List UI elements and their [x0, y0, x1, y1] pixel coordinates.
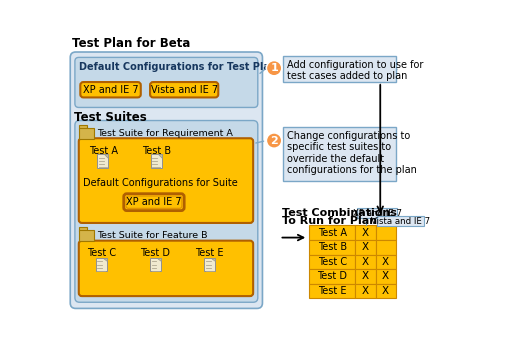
Bar: [309, 225, 355, 240]
Bar: [204, 258, 215, 272]
FancyBboxPatch shape: [150, 82, 218, 97]
Text: X: X: [362, 242, 369, 252]
FancyBboxPatch shape: [75, 57, 258, 107]
FancyBboxPatch shape: [79, 241, 253, 296]
Bar: [96, 258, 107, 272]
Text: Test D: Test D: [317, 272, 347, 281]
Polygon shape: [211, 258, 215, 261]
FancyBboxPatch shape: [126, 196, 182, 208]
Bar: [375, 240, 396, 254]
FancyBboxPatch shape: [79, 125, 87, 129]
Text: XP and IE 7: XP and IE 7: [353, 209, 401, 218]
Text: X: X: [362, 272, 369, 281]
Polygon shape: [103, 258, 107, 261]
Bar: [377, 216, 424, 226]
Text: XP and IE 7: XP and IE 7: [83, 85, 139, 95]
Text: Test B: Test B: [142, 146, 171, 156]
Bar: [284, 127, 396, 181]
Text: 2: 2: [270, 135, 278, 146]
Circle shape: [267, 61, 282, 76]
Text: Test Combinations: Test Combinations: [282, 208, 397, 218]
Text: X: X: [362, 257, 369, 267]
Text: Test D: Test D: [141, 248, 170, 258]
Text: Test Suites: Test Suites: [74, 111, 147, 124]
Polygon shape: [157, 258, 161, 261]
Bar: [357, 208, 397, 218]
Polygon shape: [158, 154, 162, 158]
Text: 1: 1: [270, 63, 278, 73]
Bar: [97, 154, 108, 168]
Text: X: X: [382, 286, 389, 296]
Text: Vista and IE 7: Vista and IE 7: [151, 85, 218, 95]
Bar: [355, 254, 375, 269]
Text: X: X: [382, 257, 389, 267]
Text: Test A: Test A: [318, 228, 347, 238]
FancyBboxPatch shape: [124, 194, 184, 211]
Bar: [151, 154, 162, 168]
Text: Test Plan for Beta: Test Plan for Beta: [72, 37, 190, 50]
FancyBboxPatch shape: [79, 230, 95, 241]
Bar: [375, 225, 396, 240]
Bar: [309, 284, 355, 299]
FancyBboxPatch shape: [75, 120, 258, 302]
FancyBboxPatch shape: [70, 52, 262, 308]
FancyBboxPatch shape: [79, 227, 87, 231]
FancyBboxPatch shape: [79, 128, 95, 139]
Bar: [309, 240, 355, 254]
Text: Add configuration to use for
test cases added to plan: Add configuration to use for test cases …: [287, 60, 424, 81]
Bar: [375, 269, 396, 284]
Bar: [284, 56, 396, 82]
Text: Change configurations to
specific test suites to
override the default
configurat: Change configurations to specific test s…: [287, 131, 417, 175]
Text: Test A: Test A: [89, 146, 118, 156]
Text: Test Suite for Requirement A: Test Suite for Requirement A: [97, 129, 233, 138]
Text: Test C: Test C: [87, 248, 116, 258]
Bar: [375, 254, 396, 269]
Polygon shape: [105, 154, 108, 158]
Text: Test E: Test E: [195, 248, 224, 258]
Text: Test E: Test E: [318, 286, 346, 296]
Text: Test Suite for Feature B: Test Suite for Feature B: [97, 231, 208, 240]
Bar: [355, 225, 375, 240]
Text: XP and IE 7: XP and IE 7: [126, 197, 182, 207]
Text: Test C: Test C: [318, 257, 347, 267]
Text: X: X: [382, 272, 389, 281]
FancyBboxPatch shape: [79, 138, 253, 223]
Bar: [309, 269, 355, 284]
Bar: [150, 258, 161, 272]
Bar: [355, 240, 375, 254]
Text: To Run for Plan: To Run for Plan: [282, 216, 377, 226]
Text: Default Configurations for Suite: Default Configurations for Suite: [83, 178, 238, 188]
FancyBboxPatch shape: [80, 82, 141, 97]
Circle shape: [267, 133, 282, 148]
Text: X: X: [362, 228, 369, 238]
Bar: [355, 269, 375, 284]
Text: X: X: [362, 286, 369, 296]
Bar: [355, 284, 375, 299]
Text: Test B: Test B: [318, 242, 347, 252]
Bar: [375, 284, 396, 299]
Text: Default Configurations for Test Plan: Default Configurations for Test Plan: [79, 62, 277, 72]
Bar: [309, 254, 355, 269]
Text: Vista and IE 7: Vista and IE 7: [371, 217, 430, 225]
